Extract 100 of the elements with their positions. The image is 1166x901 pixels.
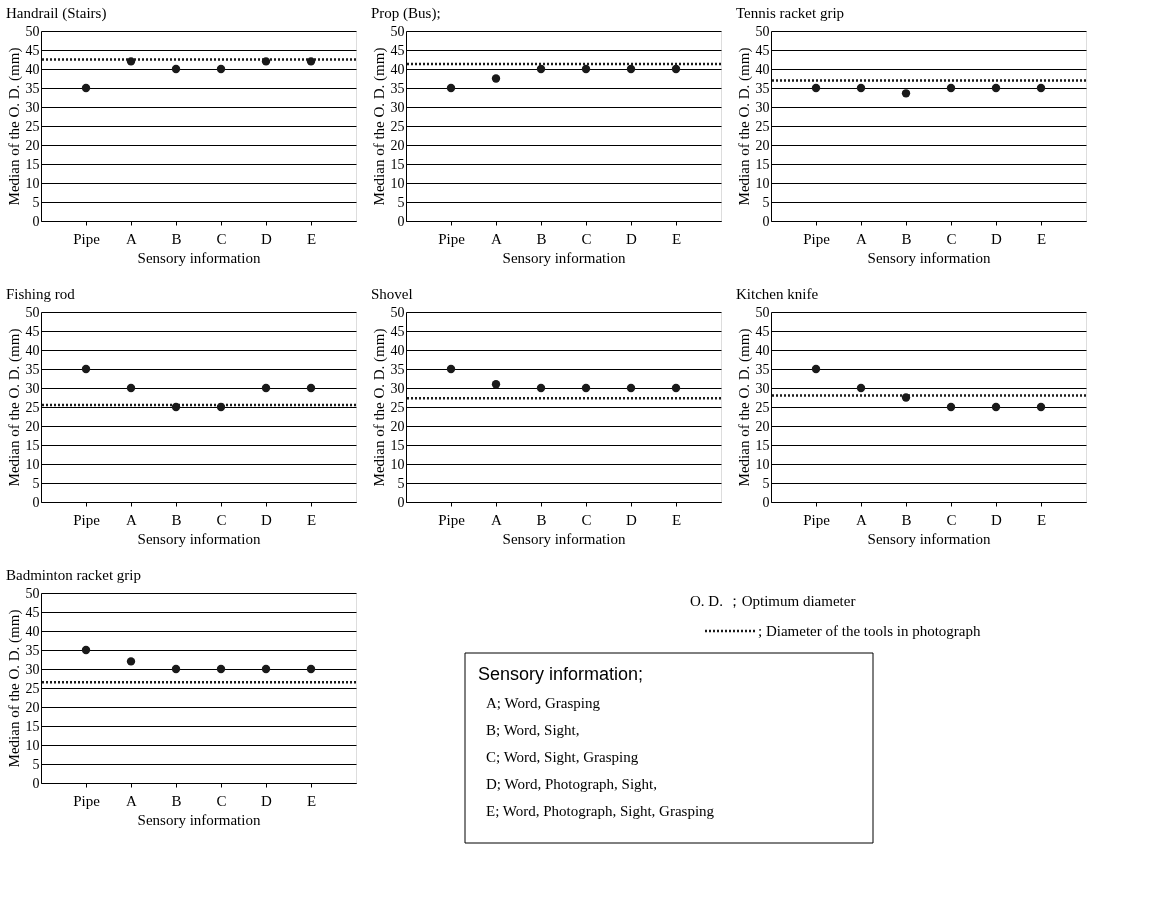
y-tick-label: 50 [390, 304, 405, 320]
point [126, 383, 136, 393]
x-axis-title: Sensory information [867, 249, 991, 266]
x-tick-label: D [261, 230, 273, 247]
x-tick-label: E [306, 511, 317, 528]
x-tick-label: D [261, 511, 273, 528]
y-tick-label: 15 [25, 156, 40, 172]
x-tick-label: A [126, 511, 138, 528]
y-tick-label: 40 [390, 61, 405, 77]
x-tick-label: Pipe [803, 230, 831, 247]
y-tick-label: 0 [762, 494, 770, 510]
y-tick-label: 45 [755, 42, 770, 58]
x-axis-title: Sensory information [137, 530, 261, 547]
y-tick-label: 10 [755, 456, 770, 472]
y-tick-label: 35 [390, 80, 405, 96]
y-tick-label: 35 [755, 80, 770, 96]
x-axis-title: Sensory information [137, 811, 261, 828]
x-tick-label: D [626, 511, 638, 528]
x-tick-label: E [671, 230, 682, 247]
x-tick-label: C [946, 230, 957, 247]
y-tick-label: 50 [755, 304, 770, 320]
x-tick-label: E [1036, 511, 1047, 528]
x-tick-label: B [171, 230, 182, 247]
y-tick-label: 20 [390, 137, 405, 153]
y-axis-title: Median of the O. D. (mm) [5, 609, 23, 768]
y-tick-label: 5 [32, 756, 40, 772]
x-tick-label: Pipe [438, 511, 466, 528]
y-tick-label: 45 [390, 323, 405, 339]
y-tick-label: 50 [755, 23, 770, 39]
y-tick-label: 45 [25, 42, 40, 58]
y-tick-label: 15 [25, 437, 40, 453]
x-tick-label: A [856, 511, 868, 528]
text: D; Word, Photograph, Sight, [486, 776, 658, 792]
x-tick-label: Pipe [73, 511, 101, 528]
point [626, 64, 636, 74]
y-tick-label: 50 [25, 585, 40, 601]
point [216, 64, 226, 74]
y-axis-title: Median of the O. D. (mm) [735, 47, 753, 206]
x-tick-label: Pipe [438, 230, 466, 247]
chart-title: Prop (Bus); [371, 5, 441, 22]
x-tick-label: D [261, 792, 273, 809]
point [81, 645, 91, 655]
y-tick-label: 40 [390, 342, 405, 358]
y-tick-label: 20 [25, 418, 40, 434]
point [306, 664, 316, 674]
point [216, 664, 226, 674]
y-tick-label: 10 [390, 456, 405, 472]
x-tick-label: A [856, 230, 868, 247]
y-tick-label: 25 [25, 118, 40, 134]
y-tick-label: 30 [25, 99, 40, 115]
x-tick-label: B [536, 511, 547, 528]
y-tick-label: 15 [755, 156, 770, 172]
y-tick-label: 0 [762, 213, 770, 229]
y-tick-label: 15 [390, 156, 405, 172]
x-axis-title: Sensory information [502, 530, 626, 547]
y-tick-label: 10 [25, 737, 40, 753]
y-tick-label: 25 [390, 118, 405, 134]
y-tick-label: 20 [755, 137, 770, 153]
point [446, 364, 456, 374]
y-tick-label: 5 [762, 475, 770, 491]
y-axis-title: Median of the O. D. (mm) [5, 47, 23, 206]
y-tick-label: 45 [25, 323, 40, 339]
y-tick-label: 20 [25, 699, 40, 715]
x-tick-label: C [946, 511, 957, 528]
point [306, 383, 316, 393]
y-tick-label: 0 [32, 775, 40, 791]
y-tick-label: 15 [25, 718, 40, 734]
text: B; Word, Sight, [486, 722, 580, 738]
point [1036, 402, 1046, 412]
y-tick-label: 25 [390, 399, 405, 415]
point [171, 64, 181, 74]
y-tick-label: 10 [390, 175, 405, 191]
x-tick-label: B [536, 230, 547, 247]
y-tick-label: 45 [390, 42, 405, 58]
y-axis-title: Median of the O. D. (mm) [5, 328, 23, 487]
y-tick-label: 20 [390, 418, 405, 434]
point [671, 64, 681, 74]
x-tick-label: B [901, 511, 912, 528]
text: C; Word, Sight, Grasping [486, 749, 639, 765]
y-tick-label: 40 [755, 61, 770, 77]
chart-title: Tennis racket grip [736, 5, 845, 21]
y-tick-label: 30 [25, 661, 40, 677]
point [856, 383, 866, 393]
y-tick-label: 35 [25, 361, 40, 377]
y-tick-label: 5 [32, 475, 40, 491]
x-tick-label: D [991, 230, 1003, 247]
y-tick-label: 0 [397, 213, 405, 229]
point [581, 383, 591, 393]
y-tick-label: 5 [762, 194, 770, 210]
y-tick-label: 30 [25, 380, 40, 396]
x-tick-label: D [991, 511, 1003, 528]
y-tick-label: 10 [25, 175, 40, 191]
y-tick-label: 25 [25, 680, 40, 696]
point [491, 74, 501, 83]
y-tick-label: 25 [755, 118, 770, 134]
y-tick-label: 0 [397, 494, 405, 510]
y-tick-label: 30 [390, 99, 405, 115]
y-tick-label: 30 [390, 380, 405, 396]
y-tick-label: 50 [25, 23, 40, 39]
point [671, 383, 681, 393]
